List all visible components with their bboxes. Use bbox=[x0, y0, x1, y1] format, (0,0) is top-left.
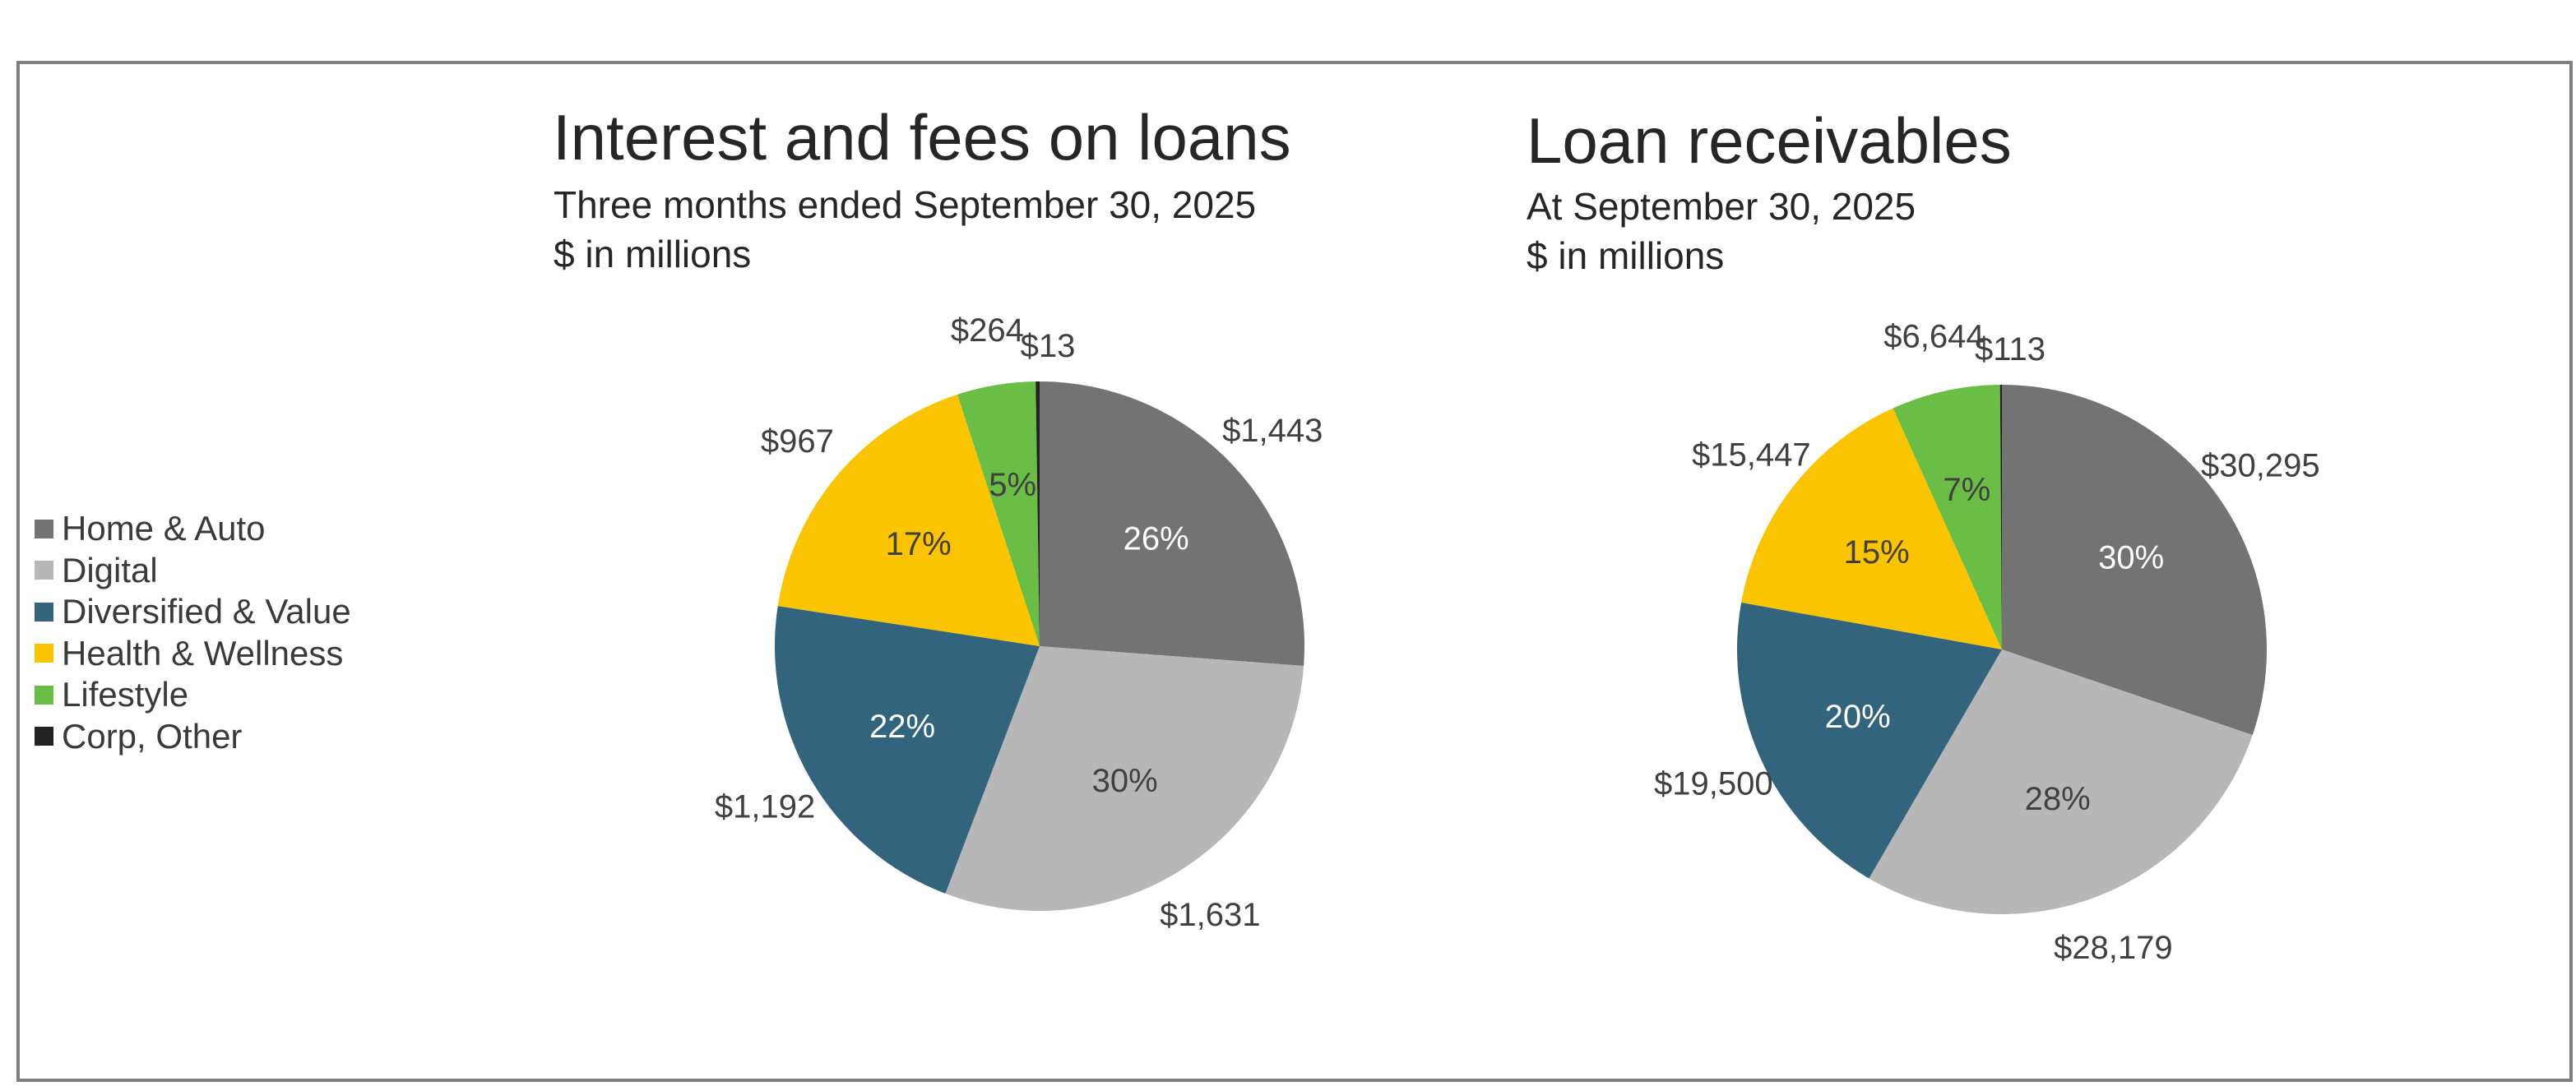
pie-slice-health-wellness bbox=[777, 394, 1040, 646]
legend-swatch bbox=[35, 519, 53, 538]
percent-label: 30% bbox=[1092, 763, 1158, 799]
legend-item-diversified-value: Diversified & Value bbox=[35, 591, 351, 633]
legend-swatch bbox=[35, 644, 53, 663]
legend-swatch bbox=[35, 727, 53, 746]
pie-slice-diversified-value bbox=[775, 606, 1040, 894]
value-label: $113 bbox=[1975, 331, 2046, 367]
pie-slice-diversified-value bbox=[1737, 602, 2002, 879]
chart1-subtitle: Three months ended September 30, 2025 bbox=[554, 183, 1257, 226]
legend-label: Lifestyle bbox=[62, 675, 189, 714]
legend-label: Home & Auto bbox=[62, 509, 266, 548]
value-label: $6,644 bbox=[1883, 319, 1984, 355]
percent-label: 7% bbox=[1943, 472, 1990, 508]
pie-slice-digital bbox=[1869, 649, 2253, 914]
percent-label: 26% bbox=[1124, 521, 1189, 557]
legend-item-digital: Digital bbox=[35, 550, 351, 592]
value-label: $15,447 bbox=[1692, 437, 1811, 473]
pie-chart-1: 26% $1,443 30% $1,631 22% $1,192 17% $967 5% $264… bbox=[715, 312, 1323, 933]
legend-swatch bbox=[35, 685, 53, 705]
pie-slice-health-wellness bbox=[1741, 408, 2002, 649]
percent-label: 22% bbox=[869, 709, 935, 745]
pie-slice-lifestyle bbox=[1893, 385, 2002, 649]
value-label: $967 bbox=[761, 423, 834, 460]
pie-slice-corp-other bbox=[1035, 381, 1040, 646]
pie-chart-2: 30% $30,295 28% $28,179 20% $19,500 15% $15,447… bbox=[1654, 319, 2320, 966]
value-label: $30,295 bbox=[2201, 447, 2320, 483]
percent-label: 20% bbox=[1825, 699, 1891, 735]
value-label: $1,192 bbox=[715, 788, 815, 825]
percent-label: 15% bbox=[1844, 534, 1910, 571]
chart2-subtitle: At September 30, 2025 bbox=[1527, 185, 1916, 228]
legend-label: Digital bbox=[62, 550, 158, 589]
pie-slice-digital bbox=[945, 646, 1304, 912]
pie-slice-lifestyle bbox=[957, 381, 1040, 646]
chart-frame bbox=[16, 61, 2573, 1082]
pie-slice-home-auto bbox=[1040, 381, 1305, 667]
chart2-title: Loan receivables bbox=[1527, 104, 2012, 177]
pie-slice-corp-other bbox=[1999, 385, 2002, 649]
chart1-title: Interest and fees on loans bbox=[553, 101, 1291, 173]
percent-label: 5% bbox=[989, 467, 1036, 503]
legend-item-home-auto: Home & Auto bbox=[35, 508, 351, 550]
chart2-unit: $ in millions bbox=[1527, 234, 1725, 277]
value-label: $19,500 bbox=[1654, 765, 1773, 802]
value-label: $1,443 bbox=[1222, 413, 1323, 449]
legend: Home & Auto Digital Diversified & Value … bbox=[35, 508, 351, 757]
value-label: $1,631 bbox=[1160, 897, 1260, 933]
legend-swatch bbox=[35, 602, 53, 622]
value-label: $28,179 bbox=[2054, 930, 2173, 966]
value-label: $264 bbox=[951, 312, 1024, 349]
legend-label: Diversified & Value bbox=[62, 592, 351, 631]
legend-item-health-wellness: Health & Wellness bbox=[35, 633, 351, 675]
percent-label: 30% bbox=[2098, 540, 2164, 576]
percent-label: 28% bbox=[2025, 781, 2091, 817]
pie-slice-home-auto bbox=[2002, 385, 2267, 736]
legend-label: Health & Wellness bbox=[62, 633, 344, 672]
value-label: $13 bbox=[1021, 328, 1076, 364]
legend-item-lifestyle: Lifestyle bbox=[35, 674, 351, 716]
legend-label: Corp, Other bbox=[62, 716, 243, 756]
legend-swatch bbox=[35, 561, 53, 580]
percent-label: 17% bbox=[886, 526, 952, 562]
chart1-unit: $ in millions bbox=[554, 233, 752, 275]
legend-item-corp-other: Corp, Other bbox=[35, 716, 351, 758]
